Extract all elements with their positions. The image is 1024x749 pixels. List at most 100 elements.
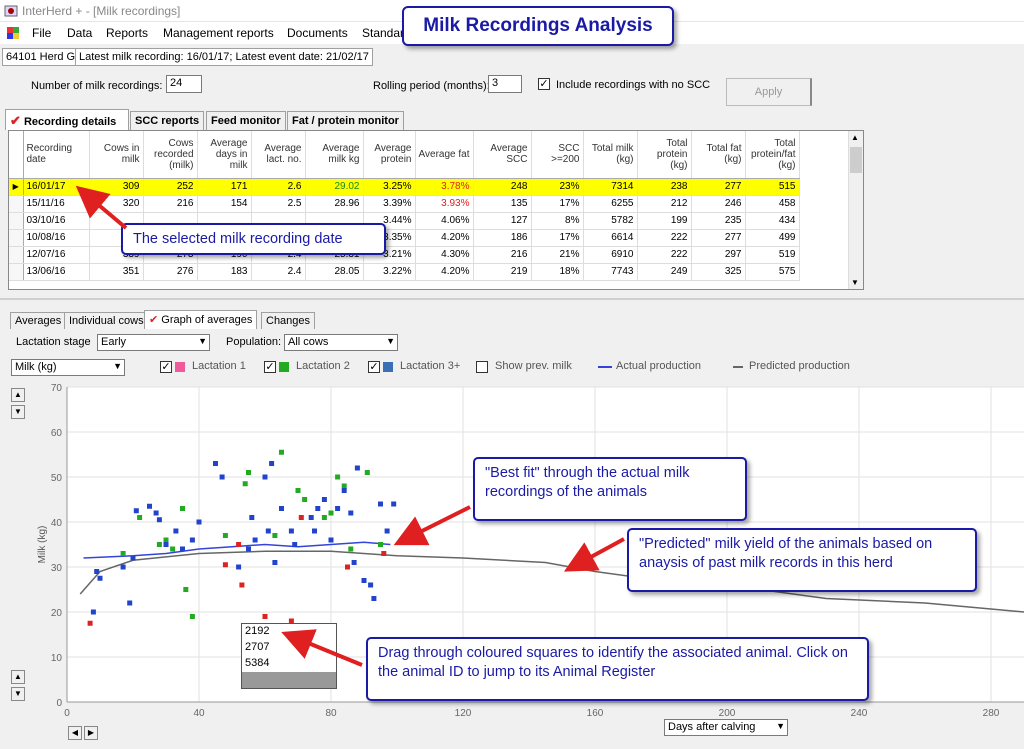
table-row[interactable]: ▶ 16/01/17 309 252 171 2.6 29.02 3.25% 3.78% 248 2… — [9, 178, 800, 196]
table-cell: 18% — [531, 263, 584, 281]
y-zoom-down-icon[interactable]: ▼ — [11, 405, 25, 419]
lactation-1-swatch — [175, 362, 185, 372]
table-cell: 4.20% — [415, 263, 474, 281]
splitter[interactable] — [0, 298, 1024, 300]
actual-line-swatch — [598, 366, 612, 368]
table-cell: 246 — [691, 195, 746, 213]
scroll-thumb[interactable] — [850, 147, 862, 173]
y-pan-down-icon[interactable]: ▼ — [11, 687, 25, 701]
col-avg-protein[interactable]: Average protein — [363, 131, 416, 179]
show-prev-milk-checkbox[interactable] — [476, 361, 488, 373]
x-tick-label: 0 — [64, 708, 70, 719]
menu-data[interactable]: Data — [67, 26, 93, 40]
animal-id-link[interactable]: 5384 — [245, 657, 270, 669]
data-point — [308, 515, 314, 520]
data-point — [298, 515, 304, 520]
x-pan-left-icon[interactable]: ◀ — [68, 726, 82, 740]
x-axis-select[interactable]: Days after calving ▼ — [664, 719, 788, 736]
data-point — [364, 470, 370, 475]
tab-averages[interactable]: Averages — [10, 312, 67, 329]
row-header[interactable] — [9, 212, 24, 230]
col-cows-recorded[interactable]: Cows recorded (milk) — [143, 131, 198, 179]
animal-id-link[interactable]: 2192 — [245, 625, 270, 637]
row-header[interactable] — [9, 246, 24, 264]
lactation-2-checkbox[interactable]: ✓ — [264, 361, 276, 373]
lactation-1-checkbox[interactable]: ✓ — [160, 361, 172, 373]
scroll-up-icon[interactable]: ▲ — [851, 133, 859, 142]
table-cell: 297 — [691, 246, 746, 264]
y-zoom-up-icon[interactable]: ▲ — [11, 388, 25, 402]
data-point — [127, 600, 133, 606]
table-cell: 12/07/16 — [23, 246, 90, 264]
row-header[interactable] — [9, 263, 24, 281]
scroll-down-icon[interactable]: ▼ — [851, 278, 859, 287]
table-cell: 519 — [745, 246, 800, 264]
data-point — [351, 560, 357, 565]
col-avg-milk[interactable]: Average milk kg — [305, 131, 364, 179]
data-point — [368, 582, 374, 588]
col-cows-in-milk[interactable]: Cows in milk — [89, 131, 144, 179]
lactation-1-label: Lactation 1 — [192, 360, 246, 372]
table-row[interactable]: 13/06/16 351 276 183 2.4 28.05 3.22% 4.20% 219 18… — [9, 263, 800, 281]
data-point — [97, 575, 103, 581]
tab-fat-protein-monitor[interactable]: Fat / protein monitor — [287, 111, 404, 130]
tab-scc-reports[interactable]: SCC reports — [130, 111, 205, 130]
menu-documents[interactable]: Documents — [287, 26, 348, 40]
y-pan-up-icon[interactable]: ▲ — [11, 670, 25, 684]
col-total-milk[interactable]: Total milk (kg) — [583, 131, 638, 179]
app-menu-icon[interactable] — [6, 26, 20, 43]
col-avg-lact[interactable]: Average lact. no. — [251, 131, 306, 179]
col-total-protein[interactable]: Total protein (kg) — [637, 131, 692, 179]
lactation-2-label: Lactation 2 — [296, 360, 350, 372]
data-point — [321, 515, 327, 520]
x-pan-right-icon[interactable]: ▶ — [84, 726, 98, 740]
col-total-fat[interactable]: Total fat (kg) — [691, 131, 746, 179]
data-point — [295, 488, 301, 493]
tab-individual-cows[interactable]: Individual cows — [64, 312, 149, 329]
rolling-period-input[interactable]: 3 — [488, 75, 522, 93]
data-point — [170, 546, 176, 552]
tab-changes[interactable]: Changes — [261, 312, 316, 329]
col-recording-date[interactable]: Recording date — [23, 131, 90, 179]
y-axis-label: Milk (kg) — [37, 526, 48, 564]
table-cell: 7743 — [583, 263, 638, 281]
table-scrollbar[interactable]: ▲ ▼ — [848, 131, 863, 289]
table-row[interactable]: 15/11/16 320 216 154 2.5 28.96 3.39% 3.93% 135 17… — [9, 195, 800, 213]
lactation-stage-select[interactable]: Early ▼ — [97, 334, 210, 351]
tab-feed-monitor[interactable]: Feed monitor — [206, 111, 286, 130]
x-tick-label: 40 — [193, 708, 205, 719]
col-total-protein-fat[interactable]: Total protein/fat (kg) — [745, 131, 800, 179]
include-no-scc-checkbox[interactable]: ✓ — [538, 78, 550, 90]
data-point — [312, 528, 317, 534]
row-header[interactable]: ▶ — [9, 178, 24, 196]
data-point — [279, 449, 284, 455]
tab-graph-of-averages[interactable]: ✔ Graph of averages — [144, 310, 258, 329]
row-header[interactable] — [9, 229, 24, 247]
col-scc-200[interactable]: SCC >=200 — [531, 131, 584, 179]
col-avg-days[interactable]: Average days in milk — [197, 131, 252, 179]
menu-standard[interactable]: Standar — [362, 26, 405, 40]
measure-select[interactable]: Milk (kg) ▼ — [11, 359, 125, 376]
menu-file[interactable]: File — [32, 26, 52, 40]
table-cell: 276 — [143, 263, 198, 281]
animal-id-link[interactable]: 2707 — [245, 641, 270, 653]
col-avg-scc[interactable]: Average SCC — [473, 131, 532, 179]
population-select[interactable]: All cows ▼ — [284, 334, 398, 351]
num-recordings-input[interactable]: 24 — [166, 75, 202, 93]
lactation-3-checkbox[interactable]: ✓ — [368, 361, 380, 373]
data-point — [288, 618, 294, 624]
data-point — [272, 533, 278, 538]
table-cell: 183 — [197, 263, 252, 281]
menu-reports[interactable]: Reports — [106, 26, 149, 40]
y-tick-label: 50 — [51, 473, 63, 484]
apply-button[interactable]: Apply — [726, 78, 812, 106]
data-point — [378, 501, 383, 507]
data-point — [381, 551, 387, 556]
tab-recording-details[interactable]: ✔ Recording details — [5, 109, 129, 130]
data-point — [341, 483, 347, 489]
data-point — [163, 542, 169, 547]
col-avg-fat[interactable]: Average fat — [415, 131, 474, 179]
table-cell: 6910 — [583, 246, 638, 264]
menu-management-reports[interactable]: Management reports — [163, 26, 274, 40]
row-header[interactable] — [9, 195, 24, 213]
